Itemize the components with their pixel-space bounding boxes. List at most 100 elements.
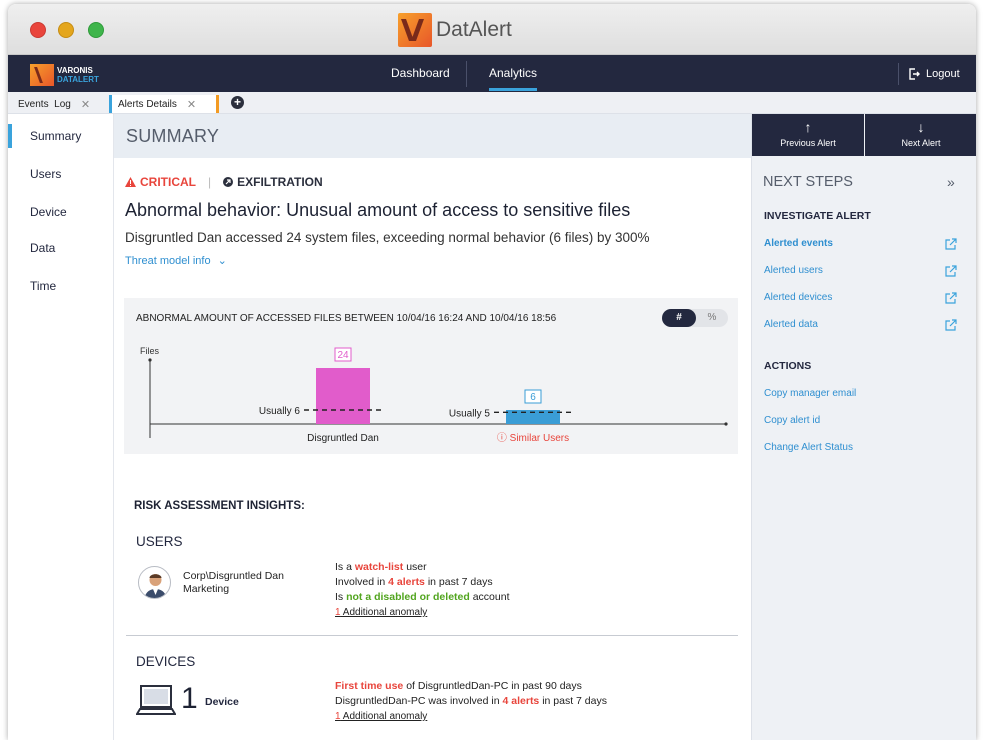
sidebar: Summary Users Device Data Time — [8, 114, 114, 740]
baseline-label-0: Usually 6 — [259, 406, 301, 417]
investigate-title: INVESTIGATE ALERT — [764, 210, 871, 222]
category-badge: EXFILTRATION — [237, 175, 323, 189]
next-steps-panel: ↑ Previous Alert ↓ Next Alert NEXT STEPS… — [751, 114, 976, 740]
brand-line2: DATALERT — [57, 75, 99, 84]
maximize-window-button[interactable] — [88, 22, 104, 38]
tab-alerts-details[interactable]: Alerts Details ✕ — [109, 95, 219, 113]
previous-alert-label: Previous Alert — [780, 138, 836, 148]
user-facts: Is a watch-list user Involved in 4 alert… — [335, 560, 510, 620]
tab-bar: Events Log ✕ Alerts Details ✕ + — [8, 92, 976, 114]
link-copy-alert-id[interactable]: Copy alert id — [764, 415, 821, 426]
toggle-count[interactable]: # — [662, 309, 696, 327]
user-department: Marketing — [183, 583, 230, 595]
bar-1 — [506, 410, 560, 424]
fact-device-alerts: DisgruntledDan-PC was involved in 4 aler… — [335, 695, 607, 707]
link-alerted-users[interactable]: Alerted users — [764, 265, 823, 276]
value-label-box-1 — [524, 389, 542, 404]
sidebar-active-indicator — [8, 124, 12, 148]
brand-line1: VARONIS — [57, 66, 93, 75]
next-alert-button[interactable]: ↓ Next Alert — [865, 114, 976, 156]
external-link-icon[interactable] — [945, 265, 957, 277]
chart-title: ABNORMAL AMOUNT OF ACCESSED FILES BETWEE… — [136, 313, 557, 324]
users-section-label: USERS — [136, 534, 183, 549]
threat-model-info-label: Threat model info — [125, 255, 211, 267]
link-change-alert-status[interactable]: Change Alert Status — [764, 442, 853, 453]
add-tab-icon[interactable]: + — [231, 96, 244, 109]
tag-divider: | — [208, 175, 212, 189]
top-navbar: VARONIS DATALERT Dashboard Analytics Log… — [8, 55, 976, 92]
device-facts: First time use of DisgruntledDan-PC in p… — [335, 679, 607, 724]
external-link-icon[interactable] — [945, 292, 957, 304]
warning-icon — [125, 177, 136, 187]
brand-logo[interactable]: VARONIS DATALERT — [30, 64, 99, 86]
summary-header: SUMMARY — [114, 114, 751, 158]
sidebar-item-summary[interactable]: Summary — [30, 129, 82, 143]
sidebar-item-device[interactable]: Device — [30, 205, 67, 219]
close-tab-icon[interactable]: ✕ — [186, 98, 197, 111]
next-alert-label: Next Alert — [901, 138, 941, 148]
additional-anomaly-link[interactable]: 1 Additional anomaly — [335, 607, 428, 618]
devices-section-label: DEVICES — [136, 654, 196, 669]
alert-description: Disgruntled Dan accessed 24 system files… — [125, 230, 650, 245]
nav-analytics[interactable]: Analytics — [489, 66, 538, 80]
link-alerted-data[interactable]: Alerted data — [764, 319, 818, 330]
alert-tags: CRITICAL | EXFILTRATION — [125, 175, 323, 189]
link-copy-manager-email[interactable]: Copy manager email — [764, 388, 857, 399]
chart-panel: ABNORMAL AMOUNT OF ACCESSED FILES BETWEE… — [124, 298, 738, 454]
close-tab-icon[interactable]: ✕ — [80, 98, 91, 111]
collapse-panel-icon[interactable]: » — [947, 174, 955, 190]
link-alerted-devices[interactable]: Alerted devices — [764, 292, 833, 303]
fact-account-status: Is not a disabled or deleted account — [335, 591, 510, 603]
sidebar-item-users[interactable]: Users — [30, 167, 62, 181]
threat-model-info-link[interactable]: Threat model info ⌄ — [125, 254, 227, 267]
risk-title: RISK ASSESSMENT INSIGHTS: — [134, 500, 305, 512]
external-link-icon[interactable] — [945, 238, 957, 250]
actions-title: ACTIONS — [764, 360, 812, 372]
user-avatar-icon — [144, 574, 167, 598]
fact-first-use: First time use of DisgruntledDan-PC in p… — [335, 680, 582, 692]
tab-events-log[interactable]: Events Log ✕ — [12, 95, 106, 113]
value-label-0: 24 — [337, 350, 349, 361]
x-axis-end — [724, 422, 728, 426]
page-title: SUMMARY — [126, 126, 220, 146]
link-alerted-events[interactable]: Alerted events — [764, 238, 833, 249]
active-nav-indicator — [489, 88, 537, 91]
toggle-percent[interactable]: % — [707, 312, 717, 323]
logout-icon — [909, 68, 920, 80]
nav-divider — [466, 61, 467, 87]
y-axis-label: Files — [140, 346, 160, 356]
tab-label: Alerts Details — [118, 98, 177, 110]
unit-toggle[interactable]: # % — [662, 309, 728, 327]
minimize-window-button[interactable] — [58, 22, 74, 38]
sidebar-item-time[interactable]: Time — [30, 279, 57, 293]
chevron-down-icon: ⌄ — [217, 255, 227, 267]
avatar — [138, 566, 171, 599]
laptop-icon — [136, 685, 176, 715]
fact-alerts: Involved in 4 alerts in past 7 days — [335, 576, 493, 588]
next-steps-title: NEXT STEPS — [763, 174, 853, 190]
severity-badge: CRITICAL — [140, 175, 196, 189]
value-label-1: 6 — [530, 392, 536, 403]
user-name[interactable]: Corp\Disgruntled Dan — [183, 570, 284, 582]
tab-label: Events Log — [18, 98, 71, 110]
main-content: SUMMARY CRITICAL | EXFILTRATION Abnormal… — [114, 114, 751, 740]
previous-alert-button[interactable]: ↑ Previous Alert — [752, 114, 864, 156]
category-label-0: Disgruntled Dan — [307, 433, 379, 444]
sidebar-item-data[interactable]: Data — [30, 241, 56, 255]
fact-watchlist: Is a watch-list user — [335, 561, 427, 573]
app-window: DatAlert VARONIS DATALERT Dashboard Anal… — [8, 4, 976, 740]
title-bar: DatAlert — [8, 4, 976, 55]
external-link-icon[interactable] — [945, 319, 957, 331]
exfiltration-icon — [223, 177, 234, 187]
bar-0 — [316, 368, 370, 424]
datalert-logo-icon — [398, 13, 432, 47]
section-divider — [126, 635, 738, 636]
device-anomaly-link[interactable]: 1 Additional anomaly — [335, 711, 428, 722]
y-axis-end — [148, 358, 152, 362]
close-window-button[interactable] — [30, 22, 46, 38]
varonis-logo-icon — [30, 64, 54, 86]
device-label: Device — [205, 696, 239, 708]
logout-button[interactable]: Logout — [898, 63, 960, 85]
nav-dashboard[interactable]: Dashboard — [391, 66, 450, 80]
category-label-1: ⓘ Similar Users — [497, 432, 569, 444]
